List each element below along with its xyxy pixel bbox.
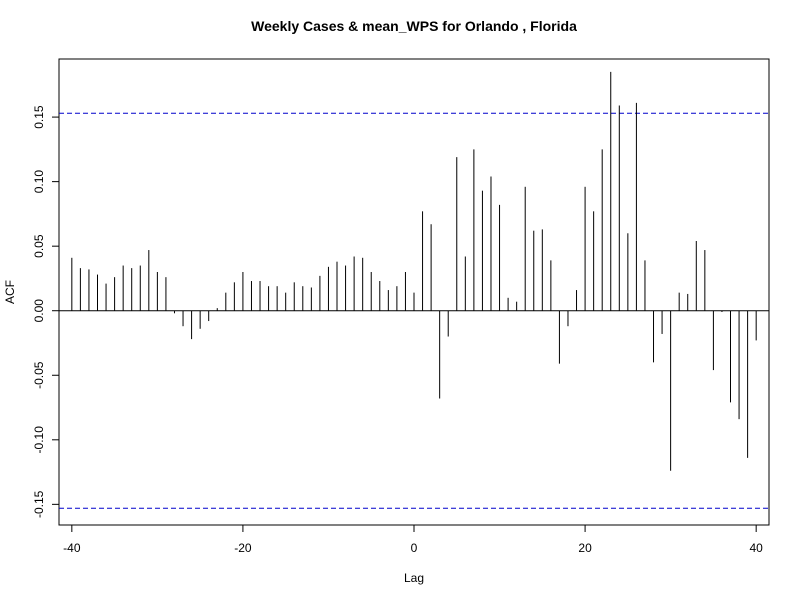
x-tick-label: -20 (234, 541, 252, 555)
acf-bars (71, 71, 757, 471)
chart-title: Weekly Cases & mean_WPS for Orlando , Fl… (251, 18, 577, 34)
y-tick-label: 0.05 (32, 234, 46, 258)
y-axis-label: ACF (3, 280, 17, 304)
x-axis-label: Lag (404, 571, 424, 585)
x-tick-label: 0 (411, 541, 418, 555)
x-axis: -40 -20 0 20 40 (63, 525, 763, 555)
y-tick-label: -0.15 (32, 490, 46, 518)
y-tick-label: 0.10 (32, 170, 46, 194)
x-tick-label: -40 (63, 541, 81, 555)
y-tick-label: -0.05 (32, 361, 46, 389)
x-tick-label: 40 (749, 541, 763, 555)
y-axis: -0.15 -0.10 -0.05 0.00 0.05 0.10 0.15 (32, 105, 59, 518)
y-tick-label: 0.00 (32, 299, 46, 323)
x-tick-label: 20 (578, 541, 592, 555)
y-tick-label: -0.10 (32, 426, 46, 454)
y-tick-label: 0.15 (32, 105, 46, 129)
